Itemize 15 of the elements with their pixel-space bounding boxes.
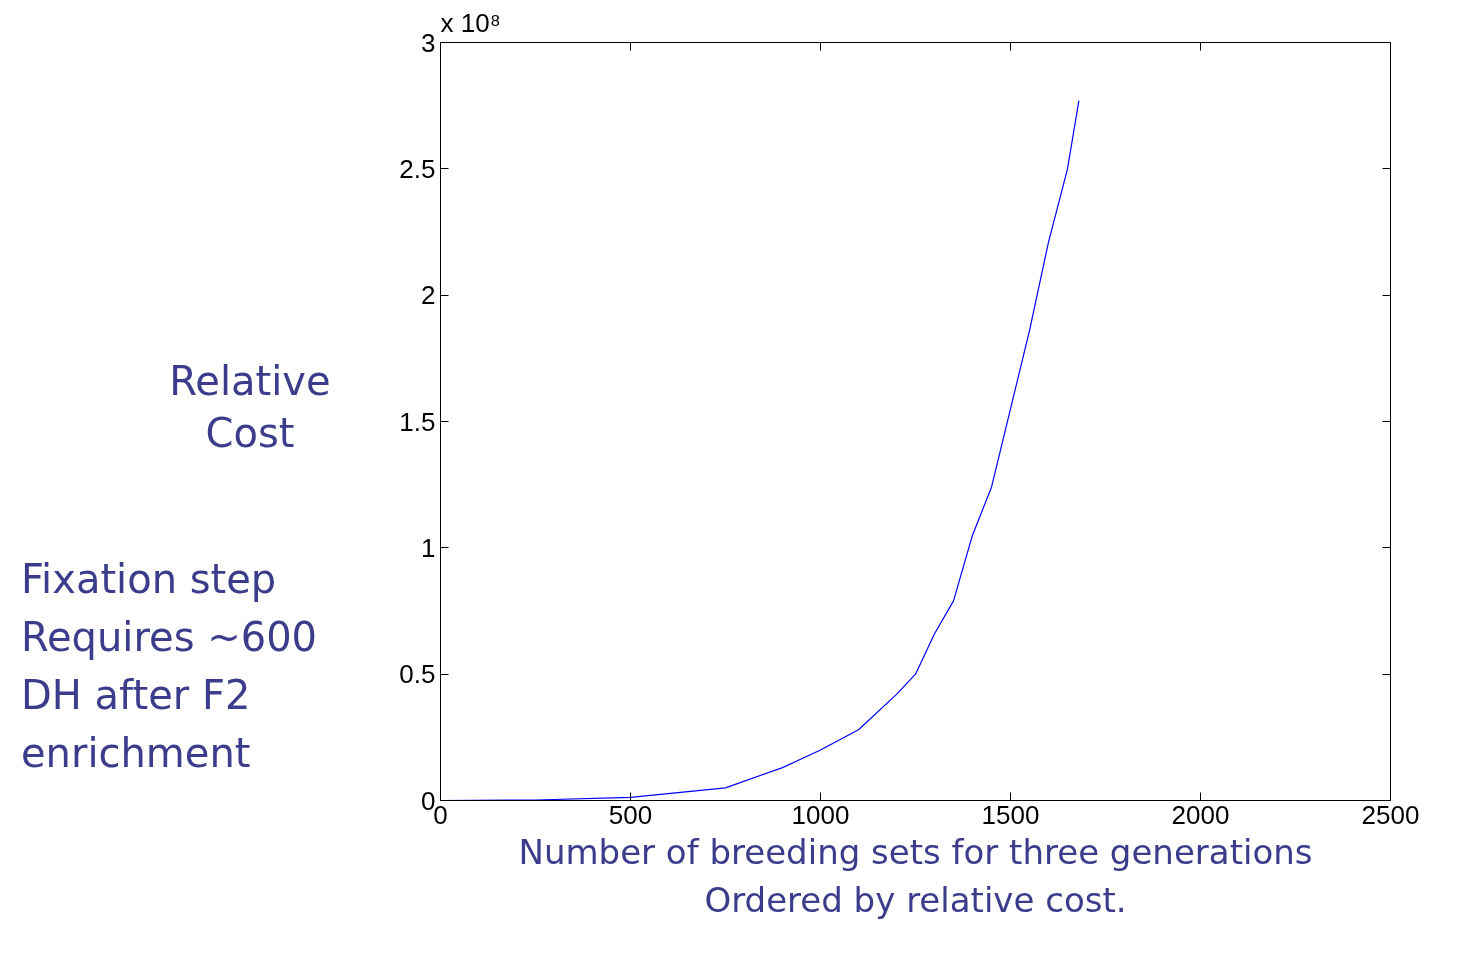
text: x 10⁸	[440, 7, 501, 38]
text: Fixation step Requires ~600 DH after F2 enrichment	[21, 555, 318, 778]
y-tick-label: 1.5	[399, 406, 436, 437]
x-tick-label: 1500	[981, 799, 1040, 830]
x-tick-label: 1000	[791, 799, 850, 830]
y-tick-label: 3	[421, 27, 436, 58]
y-tick-label: 2.5	[399, 153, 436, 184]
x-axis-title: Number of breeding sets for three generations Ordered by relative cost.	[518, 831, 1313, 920]
y-tick-label: 2	[421, 280, 436, 311]
x-tick-label: 2000	[1171, 799, 1230, 830]
y-tick-label: 1	[421, 532, 436, 563]
y-axis-title: Relative Cost	[168, 357, 332, 458]
x-tick-label: 500	[608, 799, 653, 830]
x-tick-label: 2500	[1361, 799, 1420, 830]
y-tick-label: 0.5	[399, 659, 436, 690]
